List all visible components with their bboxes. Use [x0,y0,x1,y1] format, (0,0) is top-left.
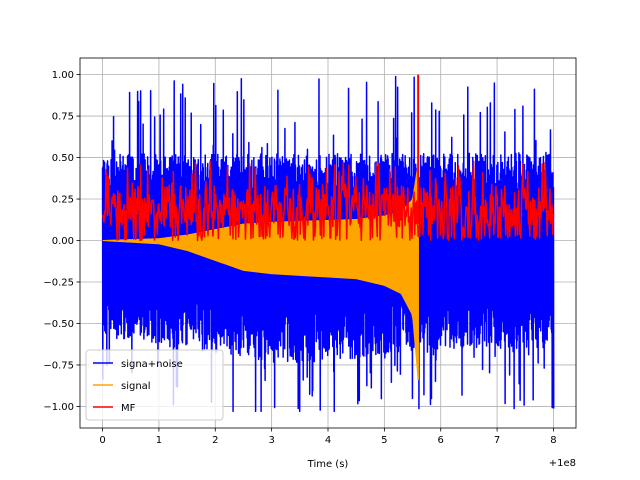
y-tick-label: −0.25 [43,277,74,288]
legend-label-mf: MF [121,403,136,414]
x-tick-label: 5 [381,435,387,446]
y-tick-label: −0.50 [43,319,74,330]
legend-label-signal-noise: signa+noise [121,359,183,370]
x-offset-label: +1e8 [549,458,576,469]
ticks: 0 1 2 3 4 5 6 7 8 −1.00 −0.75 −0.50 −0.25 0.00 0.25 0.5… [43,70,556,446]
x-tick-label: 6 [438,435,444,446]
y-tick-label: 0.25 [52,195,74,206]
y-tick-label: 0.00 [52,236,74,247]
plot-area [101,74,555,413]
x-tick-label: 8 [550,435,556,446]
x-tick-label: 7 [494,435,500,446]
y-tick-label: 0.50 [52,153,74,164]
x-tick-label: 1 [156,435,162,446]
x-tick-label: 0 [99,435,105,446]
x-axis-label: Time (s) [307,459,349,470]
legend-label-signal: signal [121,381,151,392]
y-tick-label: −0.75 [43,360,74,371]
y-tick-label: 0.75 [52,112,74,123]
legend-box [85,349,224,421]
series-mf-line [101,160,555,242]
x-tick-label: 4 [325,435,331,446]
x-tick-label: 2 [212,435,218,446]
y-tick-label: −1.00 [43,402,74,413]
y-tick-label: 1.00 [52,70,74,81]
legend: signa+noise signal MF [85,349,224,421]
x-tick-label: 3 [268,435,274,446]
